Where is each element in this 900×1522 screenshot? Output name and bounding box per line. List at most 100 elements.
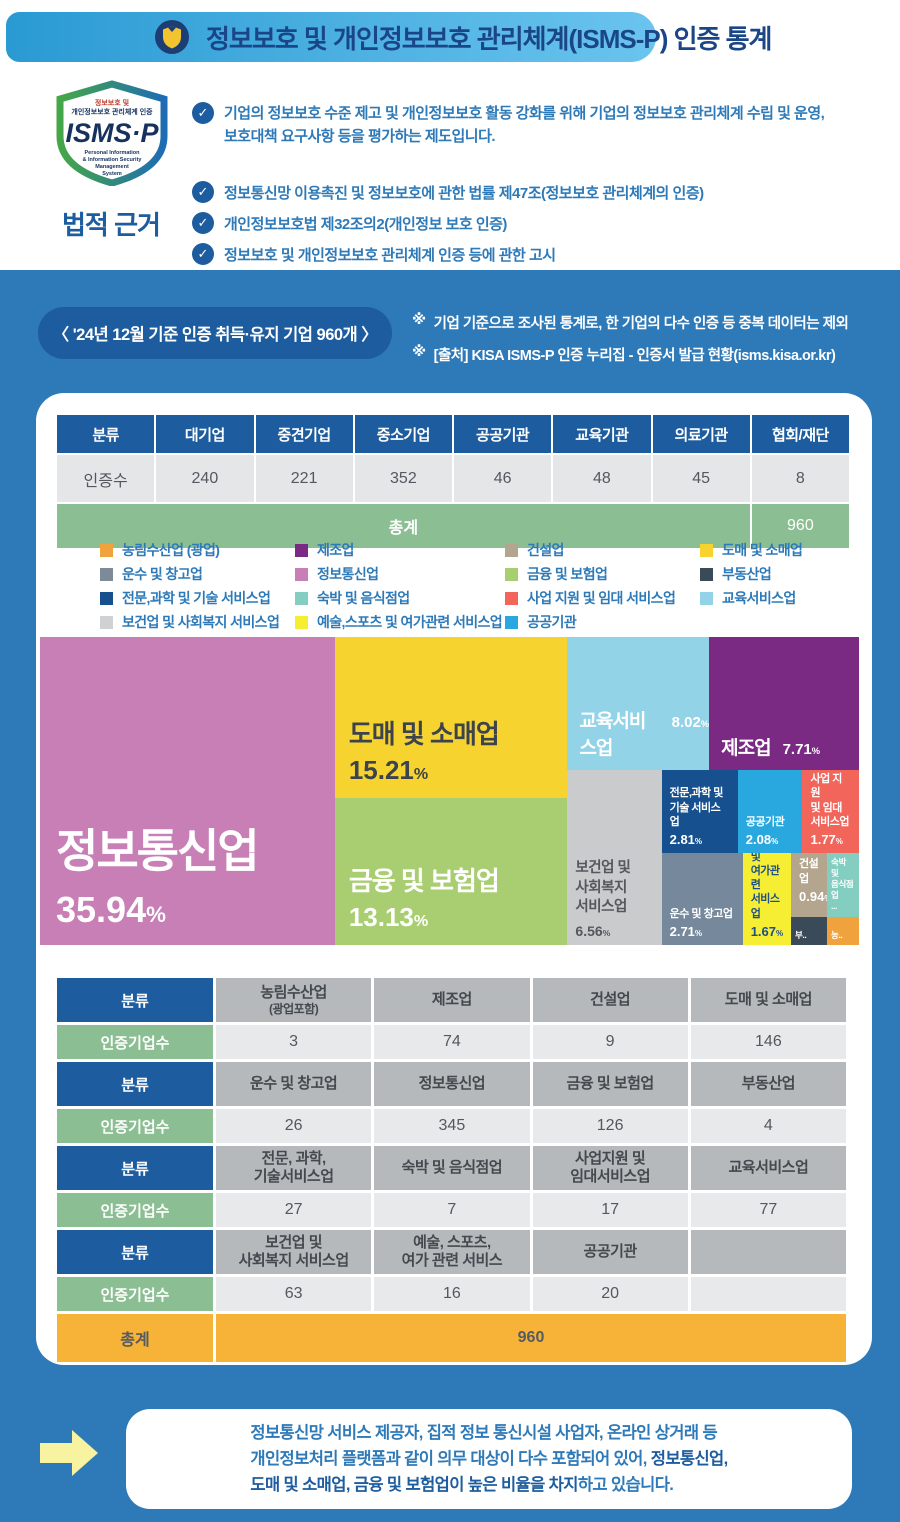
summary-box: 정보통신망 서비스 제공자, 집적 정보 통신시설 사업자, 온라인 상거래 등…: [126, 1409, 852, 1509]
legend-label: 부동산업: [722, 566, 772, 582]
table1-header-cell: 의료기관: [652, 415, 750, 453]
page-title: 정보보호 및 개인정보보호 관리체계(ISMS-P) 인증 통계: [206, 23, 772, 54]
treemap-cell-education-services: 교육서비스업 8.02%: [567, 637, 710, 771]
table1-value-cell: 8: [751, 455, 849, 502]
table2-count-cell: 74: [374, 1025, 530, 1059]
table1-header-cell: 교육기관: [553, 415, 651, 453]
table2-count-cell: 3: [216, 1025, 372, 1059]
svg-text:정보보호 및: 정보보호 및: [95, 98, 130, 107]
legend-column-2: 제조업 정보통신업 숙박 및 음식점업 예술,스포츠 및 여가관련 서비스업: [295, 538, 503, 634]
table1-value-cell: 48: [553, 455, 651, 502]
legal-item-3: ✓ 정보보호 및 개인정보보호 관리체계 인증 등에 관한 고시: [192, 243, 704, 265]
treemap-cell-label: 부..: [791, 926, 827, 945]
table2-category-cell: 부동산업: [690, 1062, 846, 1106]
svg-text:& Information Security: & Information Security: [83, 157, 143, 163]
table1-value-cell: 352: [354, 455, 452, 502]
legend-item: 정보통신업: [295, 562, 502, 586]
legal-item-2: ✓ 개인정보보호법 제32조의2(개인정보 보호 인증): [192, 212, 704, 234]
legend-item: 농림수산업 (광업): [100, 538, 279, 562]
legend-item: 부동산업: [700, 562, 802, 586]
table2-count-label: 인증기업수: [57, 1277, 213, 1311]
legend-label: 건설업: [527, 542, 564, 558]
table1-value-cell: 221: [255, 455, 353, 502]
table2-count-label: 인증기업수: [57, 1193, 213, 1227]
table1-header-cell: 대기업: [156, 415, 254, 453]
legal-basis-label: 법적 근거: [62, 210, 161, 240]
legend-item: 전문,과학 및 기술 서비스업: [100, 586, 279, 610]
table2-count-cell: 7: [374, 1193, 530, 1227]
table2-count-cell: 4: [690, 1109, 846, 1143]
legend-item: 보건업 및 사회복지 서비스업: [100, 610, 280, 634]
summary-line-2: 개인정보처리 플랫폼과 같이 의무 대상이 다수 포함되어 있어, 정보통신업,: [250, 1450, 728, 1468]
period-badge: 〈 '24년 12월 기준 인증 취득·유지 기업 960개 〉: [38, 307, 392, 359]
treemap-cell-health-social: 보건업 및 사회복지 서비스업 6.56%: [567, 770, 662, 945]
treemap-cell-name: 제조업: [721, 738, 771, 760]
legend-label: 교육서비스업: [722, 590, 796, 606]
treemap-cell-label: 전문,과학 및 기술 서비스업 2.81%: [662, 780, 738, 853]
treemap-cell-percent: 6.56%: [575, 922, 611, 939]
legend-item: 제조업: [295, 538, 502, 562]
svg-text:개인정보보호 관리체계 인증: 개인정보보호 관리체계 인증: [71, 107, 153, 116]
table2-category-cell: 전문, 과학, 기술서비스업: [216, 1146, 372, 1190]
summary-line-3: 도매 및 소매업, 금융 및 보험업이 높은 비율을 차지하고 있습니다.: [250, 1476, 674, 1494]
treemap-cell-name: 숙박 및 음식점업 ...: [831, 857, 854, 912]
table2-category-cell: 공공기관: [532, 1230, 688, 1274]
treemap-cell-label: 제조업 7.71%: [709, 733, 859, 770]
treemap-cell-name: 도매 및 소매업: [348, 719, 500, 750]
table2-total-value: 960: [216, 1314, 846, 1362]
treemap-cell-label: 운수 및 창고업 2.71%: [662, 901, 743, 945]
legend-swatch-icon: [505, 591, 518, 605]
legend-item: 사업 지원 및 임대 서비스업: [505, 586, 676, 610]
table2-count-cell: 20: [532, 1277, 688, 1311]
legend-label: 공공기관: [527, 614, 577, 630]
treemap-cell-label: 숙박 및 음식점업 ...: [827, 853, 859, 916]
legend-label: 도매 및 소매업: [722, 542, 803, 558]
table1-header-cell: 중견기업: [255, 415, 353, 453]
treemap-cell-percent: 15.21%: [348, 755, 429, 786]
treemap-cell-label: 정보통신업 35.94%: [40, 815, 335, 945]
svg-text:ISMS·P: ISMS·P: [65, 118, 159, 148]
legend-item: 예술,스포츠 및 여가관련 서비스업: [295, 610, 503, 634]
note-marker: ※: [412, 344, 426, 360]
legend-item: 공공기관: [505, 610, 675, 634]
treemap-cell-name: 전문,과학 및 기술 서비스업: [669, 787, 724, 828]
legend-label: 보건업 및 사회복지 서비스업: [122, 614, 280, 630]
table2-category-cell: 제조업: [374, 978, 530, 1022]
table2-category-cell: 운수 및 창고업: [216, 1062, 372, 1106]
treemap-cell-label: 보건업 및 사회복지 서비스업 6.56%: [567, 853, 661, 945]
industry-treemap-chart: 정보통신업 35.94% 도매 및 소매업 15.21% 금융 및 보험업 13.13% 교…: [40, 637, 859, 945]
treemap-cell-label: 건설업 0.94%: [791, 853, 827, 910]
table2-count-cell: [690, 1277, 846, 1311]
legend-label: 예술,스포츠 및 여가관련 서비스업: [317, 614, 503, 630]
treemap-cell-info-comm: 정보통신업 35.94%: [40, 637, 335, 945]
treemap-cell-name: 부..: [795, 929, 807, 940]
legend-label: 농림수산업 (광업): [122, 542, 220, 558]
legal-basis-list: ✓ 정보통신망 이용촉진 및 정보보호에 관한 법률 제47조(정보보호 관리체계…: [192, 181, 704, 274]
table2-category-cell: [690, 1230, 846, 1274]
table2-count-label: 인증기업수: [57, 1109, 213, 1143]
table1-header-cell: 분류: [57, 415, 155, 453]
table2-count-cell: 77: [690, 1193, 846, 1227]
treemap-cell-percent: 0.94%: [799, 888, 827, 904]
certification-count-table: 분류 대기업 중견기업 중소기업 공공기관 교육기관 의료기관 협회/재단 인증수 240 221 3…: [57, 415, 849, 548]
treemap-cell-name: 공공기관: [745, 815, 785, 828]
treemap-cell-percent: 8.02%: [671, 714, 710, 732]
treemap-cell-name: 보건업 및 사회복지 서비스업: [575, 860, 631, 916]
legend-label: 전문,과학 및 기술 서비스업: [122, 590, 271, 606]
treemap-cell-label: 도매 및 소매업 15.21%: [335, 714, 568, 798]
intro-block: ✓ 기업의 정보보호 수준 제고 및 개인정보보호 활동 강화를 위해 기업의 …: [192, 102, 882, 148]
svg-text:System: System: [102, 171, 122, 177]
legend-swatch-icon: [700, 591, 713, 605]
table2-category-sub: (광업포함): [269, 1001, 319, 1016]
treemap-cell-percent: 7.71%: [782, 741, 821, 759]
table2-category-cell: 교육서비스업: [690, 1146, 846, 1190]
svg-text:Management: Management: [95, 164, 129, 170]
title-banner: 정보보호 및 개인정보보호 관리체계(ISMS-P) 인증 통계: [6, 12, 772, 62]
note-text: 기업 기준으로 조사된 통계로, 한 기업의 다수 인증 등 중복 데이터는 제…: [433, 316, 849, 332]
legend-item: 금융 및 보험업: [505, 562, 675, 586]
table2-category-cell: 도매 및 소매업: [690, 978, 846, 1022]
legend-swatch-icon: [100, 543, 113, 557]
table2-category-label: 분류: [57, 978, 213, 1022]
treemap-cell-name: 교육서비스업: [579, 711, 646, 760]
